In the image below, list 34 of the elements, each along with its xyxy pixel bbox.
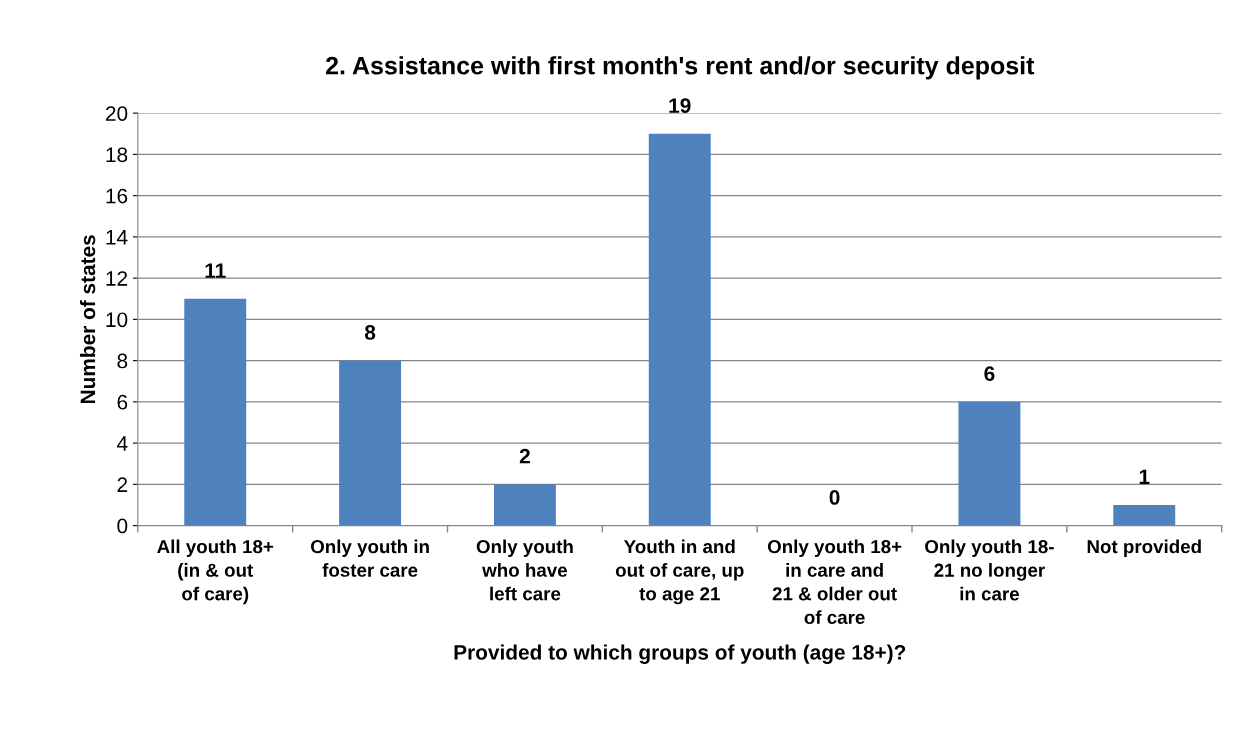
y-tick-label: 10 [106,312,128,328]
data-label: 0 [829,490,840,505]
x-tick-label: Not provided [1087,539,1201,557]
bar [184,298,247,526]
data-label: 6 [984,366,995,382]
y-tick-label: 8 [117,353,128,369]
x-tick-label: Only youth in foster care [310,539,429,577]
y-tick-label: 6 [117,394,128,410]
bar [648,133,711,526]
bar [493,484,556,526]
data-label: 11 [205,263,226,278]
y-tick-label: 12 [106,271,128,286]
y-tick-label: 4 [117,436,128,451]
bar [958,401,1021,526]
y-tick-label: 16 [106,188,128,204]
y-tick-label: 0 [117,518,128,534]
x-tick-label: All youth 18+ (in & out of care) [157,539,274,605]
x-tick-label: Only youth who have left care [476,539,573,601]
bar [1113,504,1176,526]
x-axis-title: Provided to which groups of youth (age 18+)? [454,644,906,664]
x-tick-label: Only youth 18+ in care and 21 & older out of care [767,539,902,625]
y-axis-title: Number of states [79,235,96,404]
y-tick-label: 18 [106,147,128,163]
y-tick-label: 14 [106,230,128,245]
bar [339,360,402,526]
x-tick-label: Youth in and out of care, up to age 21 [615,539,744,605]
chart-title: 2. Assistance with first month's rent and/or security deposit [325,56,1035,80]
data-label: 2 [519,448,530,464]
data-label: 8 [364,325,376,340]
data-label: 19 [669,98,691,113]
x-tick-label: Only youth 18- 21 no longer in care [925,539,1054,601]
y-tick-label: 20 [105,106,128,121]
data-label: 1 [1139,469,1150,484]
y-tick-label: 2 [117,477,128,492]
